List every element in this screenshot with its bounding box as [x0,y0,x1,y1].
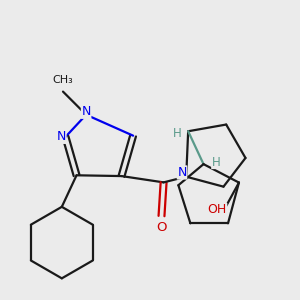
Text: N: N [81,105,91,118]
Text: O: O [156,221,167,234]
Text: OH: OH [207,203,227,216]
Text: N: N [177,166,187,179]
Text: H: H [173,127,182,140]
Text: N: N [57,130,66,143]
Text: CH₃: CH₃ [52,75,74,85]
Text: H: H [212,155,220,169]
